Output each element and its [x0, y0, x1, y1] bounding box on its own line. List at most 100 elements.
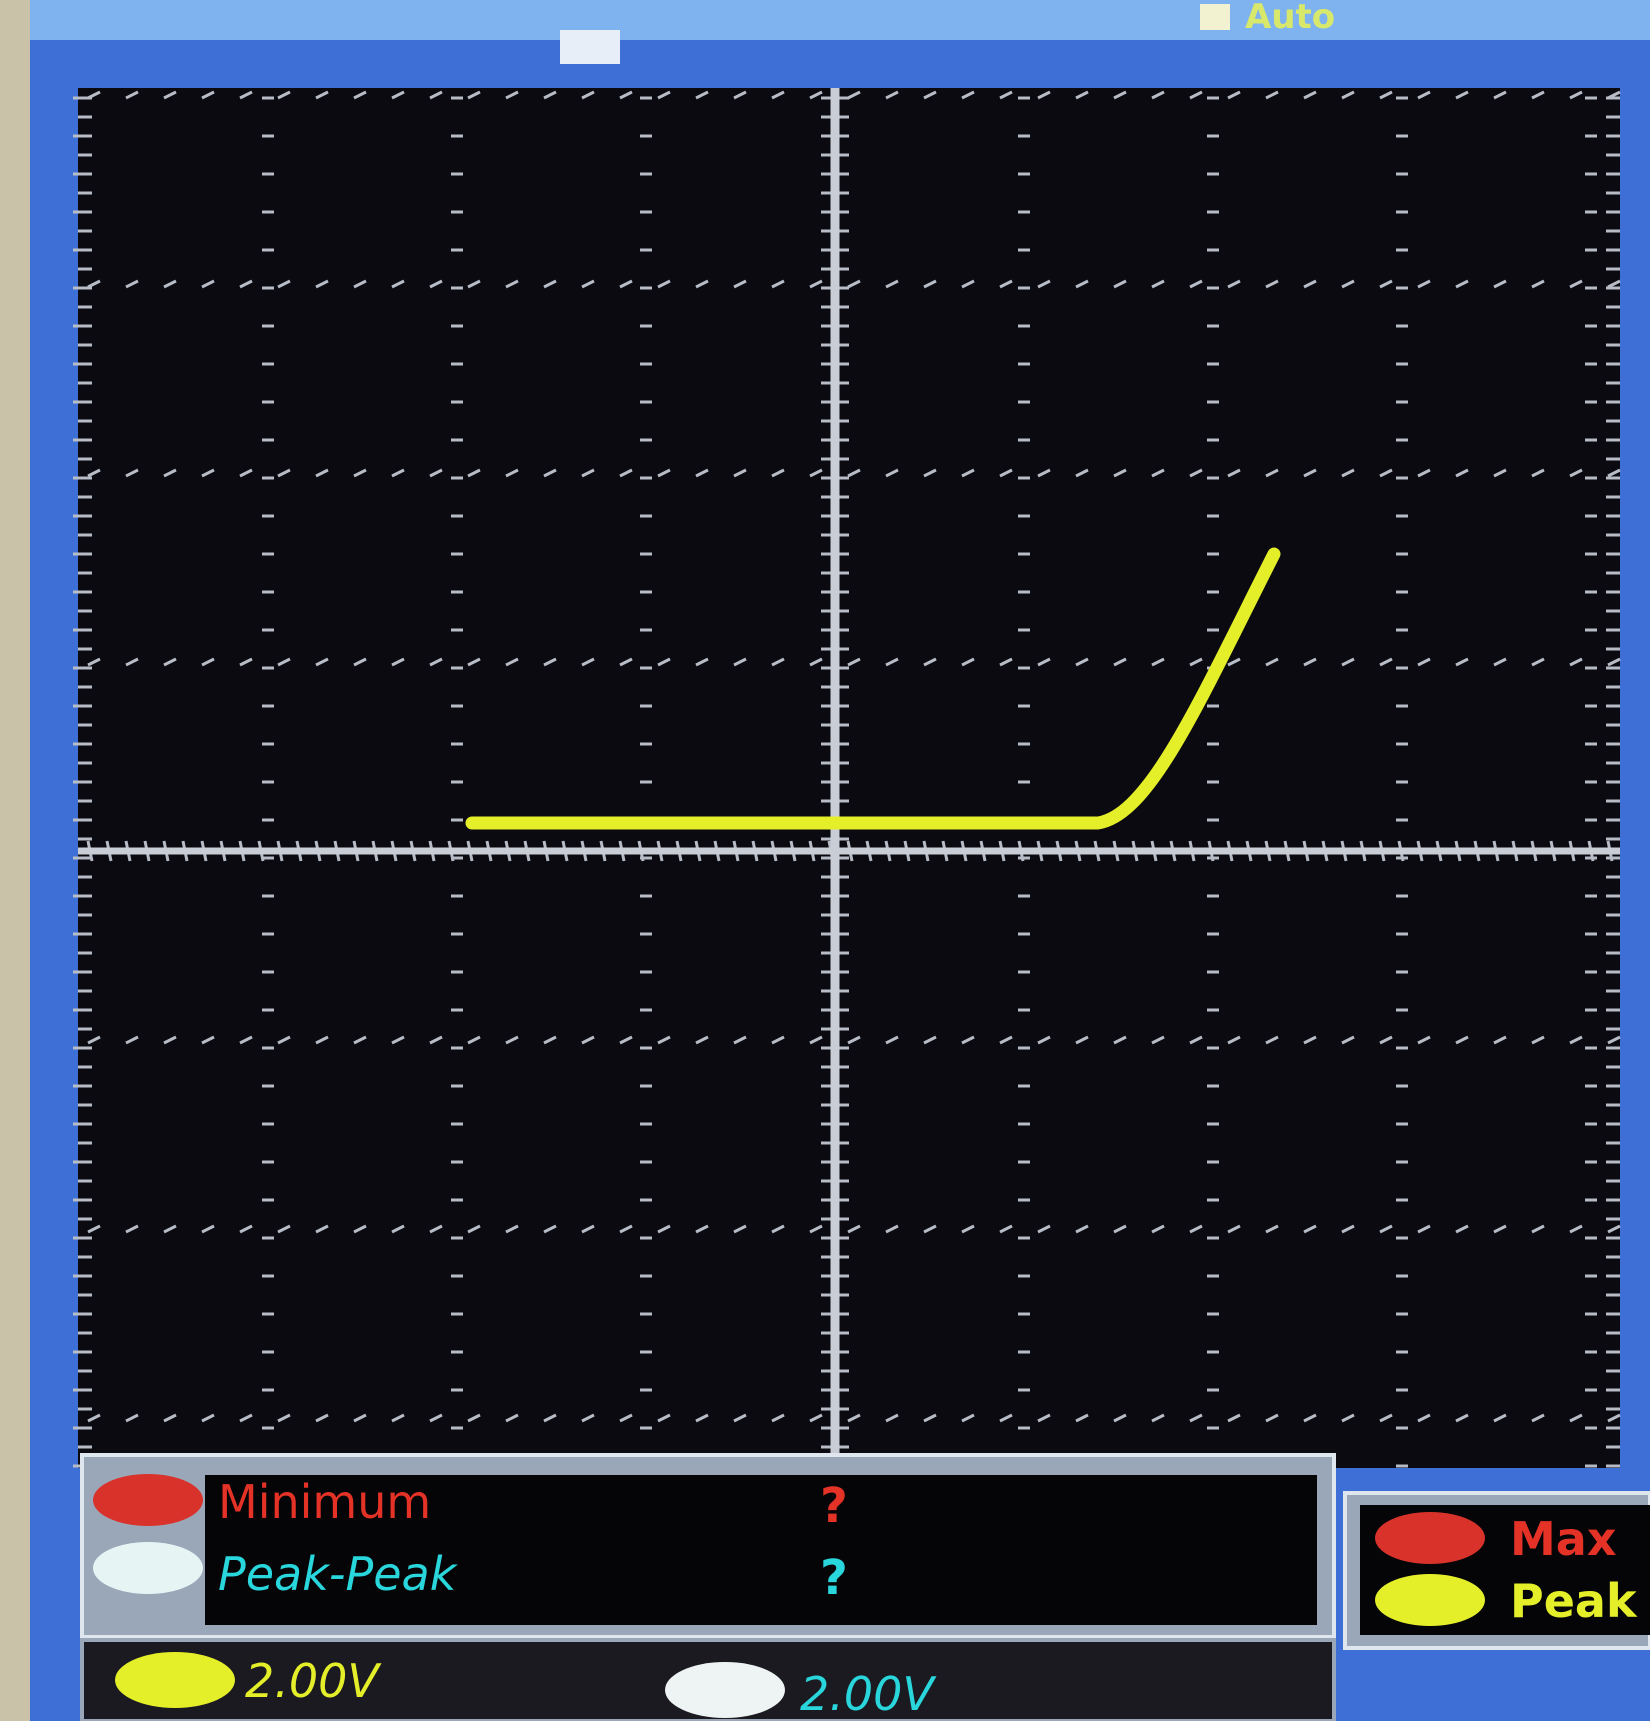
trigger-mode: Auto	[1245, 0, 1335, 37]
grid-dash	[619, 279, 633, 289]
grid-dash	[277, 657, 291, 667]
grid-dash	[999, 1224, 1013, 1234]
grid-dash	[923, 657, 937, 667]
grid-dash	[201, 1413, 215, 1423]
grid-dash	[619, 657, 633, 667]
grid-dash	[277, 1413, 291, 1423]
grid-dash	[1189, 468, 1203, 478]
side-label: Peak	[1510, 1574, 1638, 1628]
grid-dash	[809, 279, 823, 289]
grid-dash	[657, 1413, 671, 1423]
grid-dash	[999, 1035, 1013, 1045]
grid-dash	[239, 279, 253, 289]
grid-dash	[1303, 468, 1317, 478]
grid-dash	[771, 468, 785, 478]
grid-dash	[1455, 1413, 1469, 1423]
grid-dash	[999, 90, 1013, 100]
grid-dash	[1531, 1413, 1545, 1423]
grid-dash	[1455, 90, 1469, 100]
grid-dash	[1303, 279, 1317, 289]
grid-dash	[87, 657, 101, 667]
grid-dash	[1493, 1413, 1507, 1423]
grid-dash	[1455, 657, 1469, 667]
grid-dash	[1607, 1035, 1621, 1045]
grid-dash	[1075, 90, 1089, 100]
grid-dash	[1531, 1224, 1545, 1234]
grid-dash	[163, 468, 177, 478]
grid-dash	[201, 657, 215, 667]
measure-label: Minimum	[218, 1475, 431, 1529]
grid-dash	[1227, 279, 1241, 289]
ch1-badge	[115, 1652, 235, 1708]
grid-dash	[1113, 1035, 1127, 1045]
grid-dash	[1531, 1035, 1545, 1045]
ch1-scale: 2.00V	[245, 1654, 382, 1708]
grid-dash	[657, 279, 671, 289]
grid-dash	[1189, 90, 1203, 100]
grid-dash	[847, 279, 861, 289]
grid-dash	[543, 1413, 557, 1423]
grid-dash	[125, 279, 139, 289]
grid-dash	[695, 1035, 709, 1045]
grid-dash	[1265, 657, 1279, 667]
grid-dash	[1265, 279, 1279, 289]
grid-dash	[429, 1413, 443, 1423]
measure-value: ?	[820, 1478, 848, 1534]
grid-dash	[847, 1224, 861, 1234]
grid-dash	[87, 1413, 101, 1423]
grid-dash	[923, 1035, 937, 1045]
grid-dash	[695, 468, 709, 478]
grid-dash	[391, 90, 405, 100]
grid-dash	[353, 657, 367, 667]
grid-dash	[277, 279, 291, 289]
grid-dash	[999, 1413, 1013, 1423]
grid-dash	[125, 468, 139, 478]
grid-dash	[467, 1035, 481, 1045]
grid-dash	[1075, 1413, 1089, 1423]
grid-dash	[581, 1035, 595, 1045]
grid-dash	[1303, 657, 1317, 667]
trigger-marker	[560, 30, 620, 64]
grid-dash	[961, 279, 975, 289]
grid-dash	[1607, 279, 1621, 289]
grid-dash	[695, 279, 709, 289]
grid-dash	[809, 90, 823, 100]
grid-dash	[847, 1035, 861, 1045]
measure-label: Peak-Peak	[218, 1547, 459, 1601]
graticule	[73, 90, 1621, 1468]
grid-dash	[657, 1035, 671, 1045]
grid-dash	[923, 279, 937, 289]
grid-dash	[771, 90, 785, 100]
grid-dash	[961, 1035, 975, 1045]
grid-dash	[733, 1035, 747, 1045]
grid-dash	[353, 279, 367, 289]
grid-dash	[239, 1413, 253, 1423]
grid-dash	[1341, 1224, 1355, 1234]
grid-dash	[1341, 279, 1355, 289]
grid-dash	[1113, 90, 1127, 100]
grid-dash	[1379, 279, 1393, 289]
grid-dash	[1075, 657, 1089, 667]
grid-dash	[885, 90, 899, 100]
grid-dash	[1493, 1035, 1507, 1045]
grid-dash	[657, 468, 671, 478]
grid-dash	[391, 1224, 405, 1234]
grid-dash	[999, 657, 1013, 667]
grid-dash	[1341, 1413, 1355, 1423]
grid-dash	[771, 1035, 785, 1045]
badge-red	[93, 1474, 203, 1526]
grid-dash	[1455, 279, 1469, 289]
grid-dash	[87, 468, 101, 478]
graticule-area	[78, 88, 1620, 1468]
grid-dash	[809, 657, 823, 667]
grid-dash	[1455, 1035, 1469, 1045]
grid-dash	[1531, 657, 1545, 667]
grid-dash	[923, 90, 937, 100]
grid-dash	[1189, 1035, 1203, 1045]
grid-dash	[239, 657, 253, 667]
grid-dash	[391, 279, 405, 289]
grid-dash	[467, 90, 481, 100]
grid-dash	[1075, 279, 1089, 289]
grid-dash	[1151, 1224, 1165, 1234]
